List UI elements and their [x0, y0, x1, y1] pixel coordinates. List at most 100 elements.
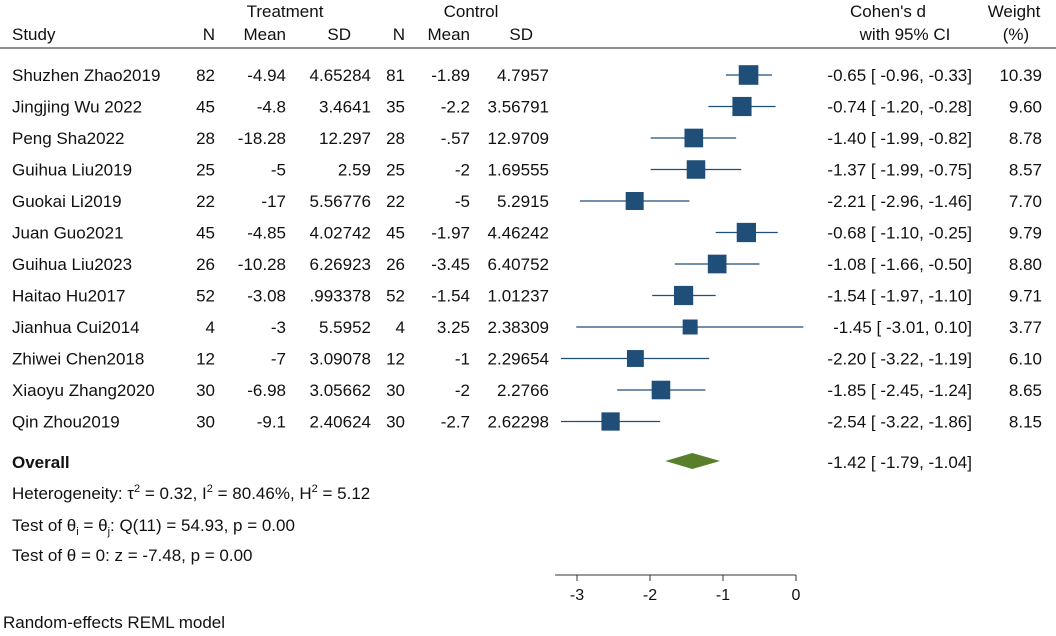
study-name: Peng Sha2022	[12, 129, 125, 148]
weight-header-line2: (%)	[1003, 25, 1029, 44]
axis-tick-label: -2	[643, 587, 657, 604]
sd-treatment-header: SD	[327, 25, 351, 44]
weight-text: 8.78	[1009, 129, 1042, 148]
n-control: 12	[386, 350, 405, 369]
mean-control: -1.54	[431, 287, 470, 306]
sd-control: 1.69555	[488, 161, 549, 180]
effect-marker	[625, 192, 644, 210]
sd-control-header: SD	[509, 25, 533, 44]
study-name: Shuzhen Zhao2019	[12, 66, 160, 85]
effect-ci-text: -2.54 [ -3.22, -1.86]	[827, 413, 972, 432]
sd-treatment: .993378	[310, 287, 371, 306]
n-treatment: 30	[196, 381, 215, 400]
effect-marker	[601, 412, 620, 431]
sd-treatment: 2.59	[338, 161, 371, 180]
test-equal-mid: = θ	[79, 516, 108, 535]
effect-marker	[707, 254, 727, 274]
effect-ci-text: -0.65 [ -0.96, -0.33]	[827, 66, 972, 85]
effect-marker	[732, 96, 752, 117]
n-control: 28	[386, 129, 405, 148]
treatment-header: Treatment	[247, 2, 324, 21]
weight-text: 8.15	[1009, 413, 1042, 432]
table-row: Jianhua Cui2014 4 -3 5.5952 4 3.25 2.38309 -1.4…	[12, 318, 1042, 337]
overall-label: Overall	[12, 453, 70, 472]
test-equal-stat: Test of θi = θj: Q(11) = 54.93, p = 0.00	[12, 516, 295, 538]
n-control-header: N	[393, 25, 405, 44]
sd-control: 2.29654	[488, 350, 549, 369]
overall-diamond	[665, 453, 721, 469]
effect-ci-text: -2.20 [ -3.22, -1.19]	[827, 350, 972, 369]
n-control: 35	[386, 98, 405, 117]
effect-marker	[738, 65, 759, 85]
axis-tick-label: 0	[792, 587, 801, 604]
control-header: Control	[444, 2, 499, 21]
n-treatment: 52	[196, 287, 215, 306]
axis-tick-label: -3	[570, 587, 584, 604]
n-treatment-header: N	[203, 25, 215, 44]
study-name: Qin Zhou2019	[12, 413, 120, 432]
mean-treatment: -17	[261, 192, 286, 211]
study-name: Guihua Liu2023	[12, 255, 132, 274]
n-treatment: 4	[206, 318, 215, 337]
table-row: Guihua Liu2019 25 -5 2.59 25 -2 1.69555 -1.37 […	[12, 161, 1042, 180]
mean-treatment: -10.28	[238, 255, 286, 274]
mean-treatment: -9.1	[257, 413, 286, 432]
effect-marker	[682, 319, 698, 335]
study-rows: Shuzhen Zhao2019 82 -4.94 4.65284 81 -1.89 4.7…	[12, 66, 1042, 432]
study-name: Jianhua Cui2014	[12, 318, 140, 337]
axis-tick-label: -1	[716, 587, 730, 604]
weight-header-line1: Weight	[988, 2, 1041, 21]
header: Treatment Control Cohen's d Weight Study…	[0, 2, 1056, 49]
mean-control: -2.2	[441, 98, 470, 117]
i-squared-value: = 80.46%, H	[213, 484, 312, 503]
table-row: Zhiwei Chen2018 12 -7 3.09078 12 -1 2.29654 -2.…	[12, 350, 1042, 369]
mean-treatment: -5	[271, 161, 286, 180]
sd-treatment: 2.40624	[310, 413, 371, 432]
statistics: Heterogeneity: τ2 = 0.32, I2 = 80.46%, H…	[12, 483, 370, 565]
sd-treatment: 3.4641	[319, 98, 371, 117]
model-note: Random-effects REML model	[3, 613, 225, 632]
theta-sub-i: i	[76, 526, 78, 538]
n-control: 45	[386, 224, 405, 243]
effect-marker	[651, 380, 671, 400]
mean-control: -2	[455, 161, 470, 180]
mean-treatment: -4.94	[247, 66, 286, 85]
table-row: Xiaoyu Zhang2020 30 -6.98 3.05662 30 -2 2.2766…	[12, 381, 1042, 400]
overall-ci-text: -1.42 [ -1.79, -1.04]	[827, 453, 972, 472]
h-squared-value: = 5.12	[318, 484, 370, 503]
table-row: Peng Sha2022 28 -18.28 12.297 28 -.57 12.9709 -…	[12, 129, 1042, 148]
tau-squared-value: = 0.32, I	[140, 484, 207, 503]
table-row: Haitao Hu2017 52 -3.08 .993378 52 -1.54 1.0123…	[12, 287, 1042, 306]
mean-treatment: -4.85	[247, 224, 286, 243]
mean-treatment: -3.08	[247, 287, 286, 306]
n-control: 25	[386, 161, 405, 180]
mean-treatment: -18.28	[238, 129, 286, 148]
sd-control: 12.9709	[488, 129, 549, 148]
mean-treatment: -7	[271, 350, 286, 369]
h-squared-sup: 2	[312, 483, 318, 495]
effect-ci-text: -1.45 [ -3.01, 0.10]	[833, 318, 972, 337]
effect-ci-text: -2.21 [ -2.96, -1.46]	[827, 192, 972, 211]
effect-marker	[673, 285, 694, 306]
n-control: 52	[386, 287, 405, 306]
sd-control: 6.40752	[488, 255, 549, 274]
i-squared-sup: 2	[207, 483, 213, 495]
mean-control: 3.25	[437, 318, 470, 337]
table-row: Qin Zhou2019 30 -9.1 2.40624 30 -2.7 2.62298 -2…	[12, 413, 1042, 432]
tau-squared-sup: 2	[134, 483, 140, 495]
n-treatment: 22	[196, 192, 215, 211]
weight-text: 9.79	[1009, 224, 1042, 243]
effect-header-line2: with 95% CI	[859, 25, 951, 44]
study-column-header: Study	[12, 25, 56, 44]
mean-control-header: Mean	[427, 25, 470, 44]
n-treatment: 82	[196, 66, 215, 85]
effect-marker	[686, 160, 706, 179]
sd-treatment: 3.09078	[310, 350, 371, 369]
study-name: Guihua Liu2019	[12, 161, 132, 180]
n-treatment: 30	[196, 413, 215, 432]
n-treatment: 12	[196, 350, 215, 369]
test-equal-prefix: Test of θ	[12, 516, 76, 535]
weight-text: 7.70	[1009, 192, 1042, 211]
n-treatment: 28	[196, 129, 215, 148]
weight-text: 9.60	[1009, 98, 1042, 117]
